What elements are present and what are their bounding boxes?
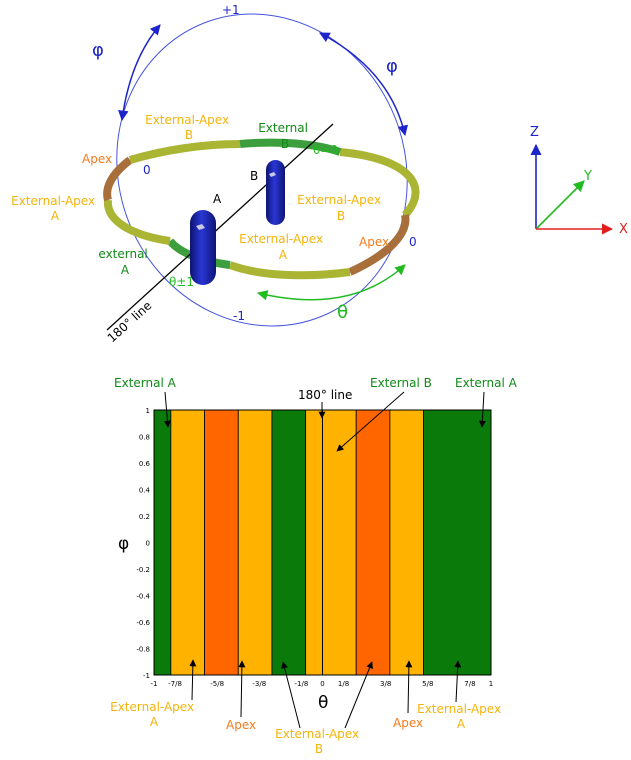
region-band-3	[237, 409, 273, 676]
phi-label-right: φ	[386, 56, 398, 77]
region-chart: 10.80.60.40.20-0.2-0.4-0.6-0.8-1 -1 -7/8-…	[110, 376, 517, 756]
ring-external-apex-b-top	[128, 140, 241, 164]
annot-external-apex-b-arrow-right	[344, 661, 373, 729]
y-axis-arrow	[535, 180, 585, 230]
y-tick-label: 0.8	[139, 434, 150, 442]
chart-xlabel: θ	[318, 693, 328, 713]
annot-external-a-right: External A	[455, 376, 518, 390]
x-tick-label: -5/8	[210, 680, 224, 688]
annot-external-b: External B	[370, 376, 432, 390]
cell-b	[266, 160, 285, 225]
annot-external-apex-a-left: External-Apex A	[110, 700, 198, 729]
annot-external-b-arrow	[336, 391, 405, 452]
annot-external-apex-a-left-arrow	[189, 659, 197, 701]
y-tick-label: -1	[143, 672, 150, 680]
region-band-4	[271, 409, 307, 676]
ring-external-apex-a-center	[228, 261, 351, 280]
x-tick-label: 3/8	[380, 680, 391, 688]
x-tick-label: 5/8	[422, 680, 433, 688]
y-tick-label: -0.8	[136, 646, 150, 654]
label-external-apex-b-top: External-Apex B	[145, 113, 233, 142]
y-tick-label: 0.4	[139, 487, 151, 495]
annot-180-line: 180° line	[298, 388, 352, 402]
annot-external-a-left: External A	[114, 376, 177, 390]
theta-arrow	[256, 264, 406, 301]
y-tick-label: 0.6	[139, 460, 151, 468]
axes-legend: Z Y X	[530, 125, 628, 237]
region-band-5	[305, 409, 357, 676]
y-axis-label: Y	[583, 169, 592, 184]
cell-a	[190, 210, 216, 285]
x-tick-label: 1	[489, 680, 493, 688]
z-axis-label: Z	[530, 125, 539, 140]
annot-external-apex-a-right-arrow	[454, 660, 462, 703]
x-tick-label: -1/8	[295, 680, 309, 688]
phi-arrow-right	[319, 32, 408, 137]
annot-apex-left-arrow	[238, 660, 246, 718]
x-tick-label: -7/8	[168, 680, 182, 688]
cell-a-label: A	[213, 192, 222, 206]
x-tick-label: 1/8	[338, 680, 349, 688]
label-external-apex-a-center: External-Apex A	[239, 232, 327, 262]
circle-zero-left: 0	[143, 163, 151, 177]
annot-external-a-left-arrow	[163, 391, 171, 428]
phi-label-left: φ	[92, 40, 104, 61]
y-tick-label: 1	[146, 407, 150, 415]
line-180-label: 180° line	[105, 298, 155, 345]
region-band-1	[170, 409, 205, 676]
annot-external-apex-a-right: External-Apex A	[417, 702, 505, 731]
cell-b-label: B	[250, 169, 258, 183]
annot-external-apex-b: External-Apex B	[275, 727, 363, 756]
y-tick-label: -0.2	[136, 566, 150, 574]
annot-apex-left: Apex	[226, 718, 256, 732]
theta-label: θ	[337, 302, 348, 323]
ring-apex-left	[103, 156, 133, 202]
y-tick-label: -0.4	[136, 593, 150, 601]
circle-minus-one: -1	[233, 309, 245, 323]
ring-external-apex-a-left	[103, 199, 171, 245]
region-band-6	[355, 409, 391, 676]
label-apex-right: Apex	[359, 235, 389, 249]
x-tick-label: -1	[151, 680, 158, 688]
x-tick-label: 0	[320, 680, 324, 688]
line-180	[106, 123, 334, 331]
region-band-8	[423, 409, 492, 676]
y-ticks: 1 0.8 0.6 0.4 0.2 0 -0.2 -0.4 -0.6 -0.8 -1	[136, 407, 150, 680]
label-external-apex-a-left: External-Apex A	[11, 194, 99, 223]
y-tick-label: 0.2	[139, 513, 150, 521]
label-apex-left: Apex	[82, 152, 112, 166]
ring-external-apex-b-right	[339, 148, 420, 218]
region-band-0	[153, 409, 172, 676]
x-axis-label: X	[619, 222, 628, 237]
label-external-b: External B	[258, 121, 312, 151]
phi-arrow-left	[118, 24, 161, 122]
annot-apex-right-arrow	[405, 660, 413, 714]
x-tick-label: -3/8	[252, 680, 266, 688]
theta-pm1: θ±1	[169, 275, 194, 289]
annot-external-a-right-arrow	[478, 391, 486, 428]
region-band-2	[204, 409, 239, 676]
y-tick-label: 0	[146, 540, 150, 548]
x-ticks: -1 -7/8 -5/8 -3/8 -1/8 0 1/8 3/8 5/8 7/8 1	[151, 680, 494, 688]
region-band-7	[389, 409, 424, 676]
annot-external-apex-b-arrow-left	[281, 661, 301, 729]
label-external-a: external A	[98, 247, 151, 277]
label-external-apex-b-right: External-Apex B	[297, 193, 385, 223]
ring	[103, 138, 420, 280]
circle-zero-right: 0	[409, 235, 417, 249]
annot-apex-right: Apex	[393, 716, 423, 730]
chart-regions	[153, 409, 492, 676]
chart-ylabel: φ	[118, 534, 129, 554]
theta-zero: θ=0	[313, 143, 338, 157]
x-tick-label: 7/8	[464, 680, 475, 688]
top-diagram: φ φ +1 0 0 -1 External-Apex B External B…	[11, 3, 420, 345]
circle-plus-one: +1	[222, 3, 240, 17]
ring-external-b	[239, 138, 342, 156]
y-tick-label: -0.6	[136, 619, 150, 627]
